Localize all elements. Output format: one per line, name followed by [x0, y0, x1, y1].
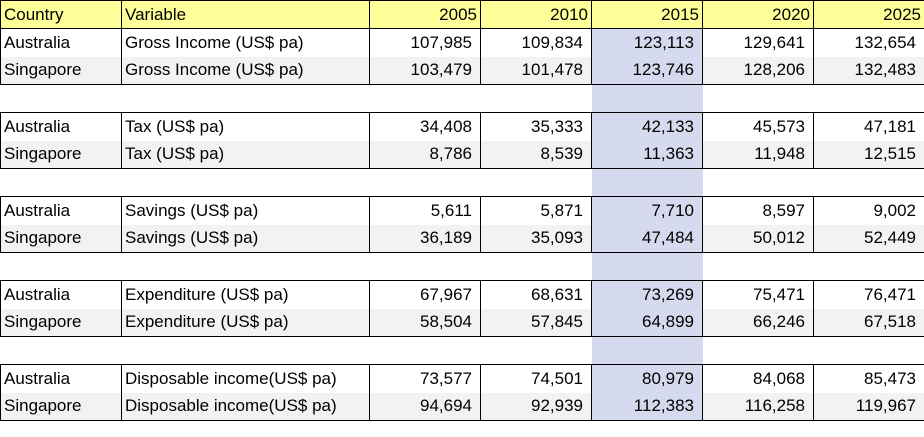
spacer-row [0, 336, 924, 365]
value-cell: 80,979 [591, 364, 703, 393]
country-cell: Australia [0, 28, 122, 57]
value-cell: 47,181 [813, 112, 924, 141]
value-cell: 57,845 [480, 308, 592, 337]
value-cell: 35,333 [480, 112, 592, 141]
value-cell: 5,611 [369, 196, 481, 225]
country-cell: Singapore [0, 308, 122, 337]
country-cell: Singapore [0, 140, 122, 169]
table-row: Singapore Expenditure (US$ pa) 58,504 57… [0, 308, 924, 337]
country-cell: Singapore [0, 56, 122, 85]
variable-cell: Tax (US$ pa) [121, 140, 370, 169]
variable-cell: Disposable income(US$ pa) [121, 392, 370, 421]
spacer-row [0, 252, 924, 281]
variable-cell: Gross Income (US$ pa) [121, 28, 370, 57]
value-cell: 12,515 [813, 140, 924, 169]
value-cell: 9,002 [813, 196, 924, 225]
variable-cell: Savings (US$ pa) [121, 196, 370, 225]
table-row: Australia Disposable income(US$ pa) 73,5… [0, 364, 924, 393]
header-year: 2020 [702, 0, 814, 29]
value-cell: 5,871 [480, 196, 592, 225]
value-cell: 50,012 [702, 224, 814, 253]
value-cell: 128,206 [702, 56, 814, 85]
value-cell: 58,504 [369, 308, 481, 337]
value-cell: 36,189 [369, 224, 481, 253]
header-year: 2005 [369, 0, 481, 29]
value-cell: 132,654 [813, 28, 924, 57]
value-cell: 116,258 [702, 392, 814, 421]
value-cell: 34,408 [369, 112, 481, 141]
value-cell: 11,363 [591, 140, 703, 169]
value-cell: 107,985 [369, 28, 481, 57]
header-year: 2010 [480, 0, 592, 29]
value-cell: 129,641 [702, 28, 814, 57]
value-cell: 84,068 [702, 364, 814, 393]
country-cell: Australia [0, 280, 122, 309]
table-row: Australia Expenditure (US$ pa) 67,967 68… [0, 280, 924, 309]
header-country: Country [0, 0, 122, 29]
value-cell: 92,939 [480, 392, 592, 421]
value-cell: 66,246 [702, 308, 814, 337]
value-cell: 8,597 [702, 196, 814, 225]
table-row: Singapore Savings (US$ pa) 36,189 35,093… [0, 224, 924, 253]
country-cell: Australia [0, 112, 122, 141]
value-cell: 73,269 [591, 280, 703, 309]
value-cell: 35,093 [480, 224, 592, 253]
value-cell: 42,133 [591, 112, 703, 141]
value-cell: 7,710 [591, 196, 703, 225]
value-cell: 47,484 [591, 224, 703, 253]
variable-cell: Expenditure (US$ pa) [121, 280, 370, 309]
value-cell: 64,899 [591, 308, 703, 337]
value-cell: 75,471 [702, 280, 814, 309]
value-cell: 103,479 [369, 56, 481, 85]
spacer-row [0, 84, 924, 113]
data-table: Country Variable 2005 2010 2015 2020 202… [0, 0, 924, 421]
variable-cell: Tax (US$ pa) [121, 112, 370, 141]
value-cell: 68,631 [480, 280, 592, 309]
value-cell: 94,694 [369, 392, 481, 421]
value-cell: 112,383 [591, 392, 703, 421]
value-cell: 73,577 [369, 364, 481, 393]
value-cell: 67,967 [369, 280, 481, 309]
table-row: Singapore Tax (US$ pa) 8,786 8,539 11,36… [0, 140, 924, 169]
value-cell: 67,518 [813, 308, 924, 337]
country-cell: Australia [0, 364, 122, 393]
variable-cell: Expenditure (US$ pa) [121, 308, 370, 337]
table-row: Australia Gross Income (US$ pa) 107,985 … [0, 28, 924, 57]
country-cell: Australia [0, 196, 122, 225]
value-cell: 123,113 [591, 28, 703, 57]
country-cell: Singapore [0, 224, 122, 253]
variable-cell: Disposable income(US$ pa) [121, 364, 370, 393]
variable-cell: Savings (US$ pa) [121, 224, 370, 253]
table-row: Australia Savings (US$ pa) 5,611 5,871 7… [0, 196, 924, 225]
value-cell: 123,746 [591, 56, 703, 85]
table-row: Singapore Disposable income(US$ pa) 94,6… [0, 392, 924, 421]
header-variable: Variable [121, 0, 370, 29]
value-cell: 101,478 [480, 56, 592, 85]
table-row: Singapore Gross Income (US$ pa) 103,479 … [0, 56, 924, 85]
value-cell: 109,834 [480, 28, 592, 57]
value-cell: 85,473 [813, 364, 924, 393]
header-year: 2015 [591, 0, 703, 29]
spacer-row [0, 168, 924, 197]
value-cell: 52,449 [813, 224, 924, 253]
value-cell: 76,471 [813, 280, 924, 309]
value-cell: 8,539 [480, 140, 592, 169]
header-row: Country Variable 2005 2010 2015 2020 202… [0, 0, 924, 29]
country-cell: Singapore [0, 392, 122, 421]
value-cell: 11,948 [702, 140, 814, 169]
value-cell: 132,483 [813, 56, 924, 85]
variable-cell: Gross Income (US$ pa) [121, 56, 370, 85]
value-cell: 45,573 [702, 112, 814, 141]
header-year: 2025 [813, 0, 924, 29]
table-row: Australia Tax (US$ pa) 34,408 35,333 42,… [0, 112, 924, 141]
value-cell: 8,786 [369, 140, 481, 169]
value-cell: 74,501 [480, 364, 592, 393]
value-cell: 119,967 [813, 392, 924, 421]
